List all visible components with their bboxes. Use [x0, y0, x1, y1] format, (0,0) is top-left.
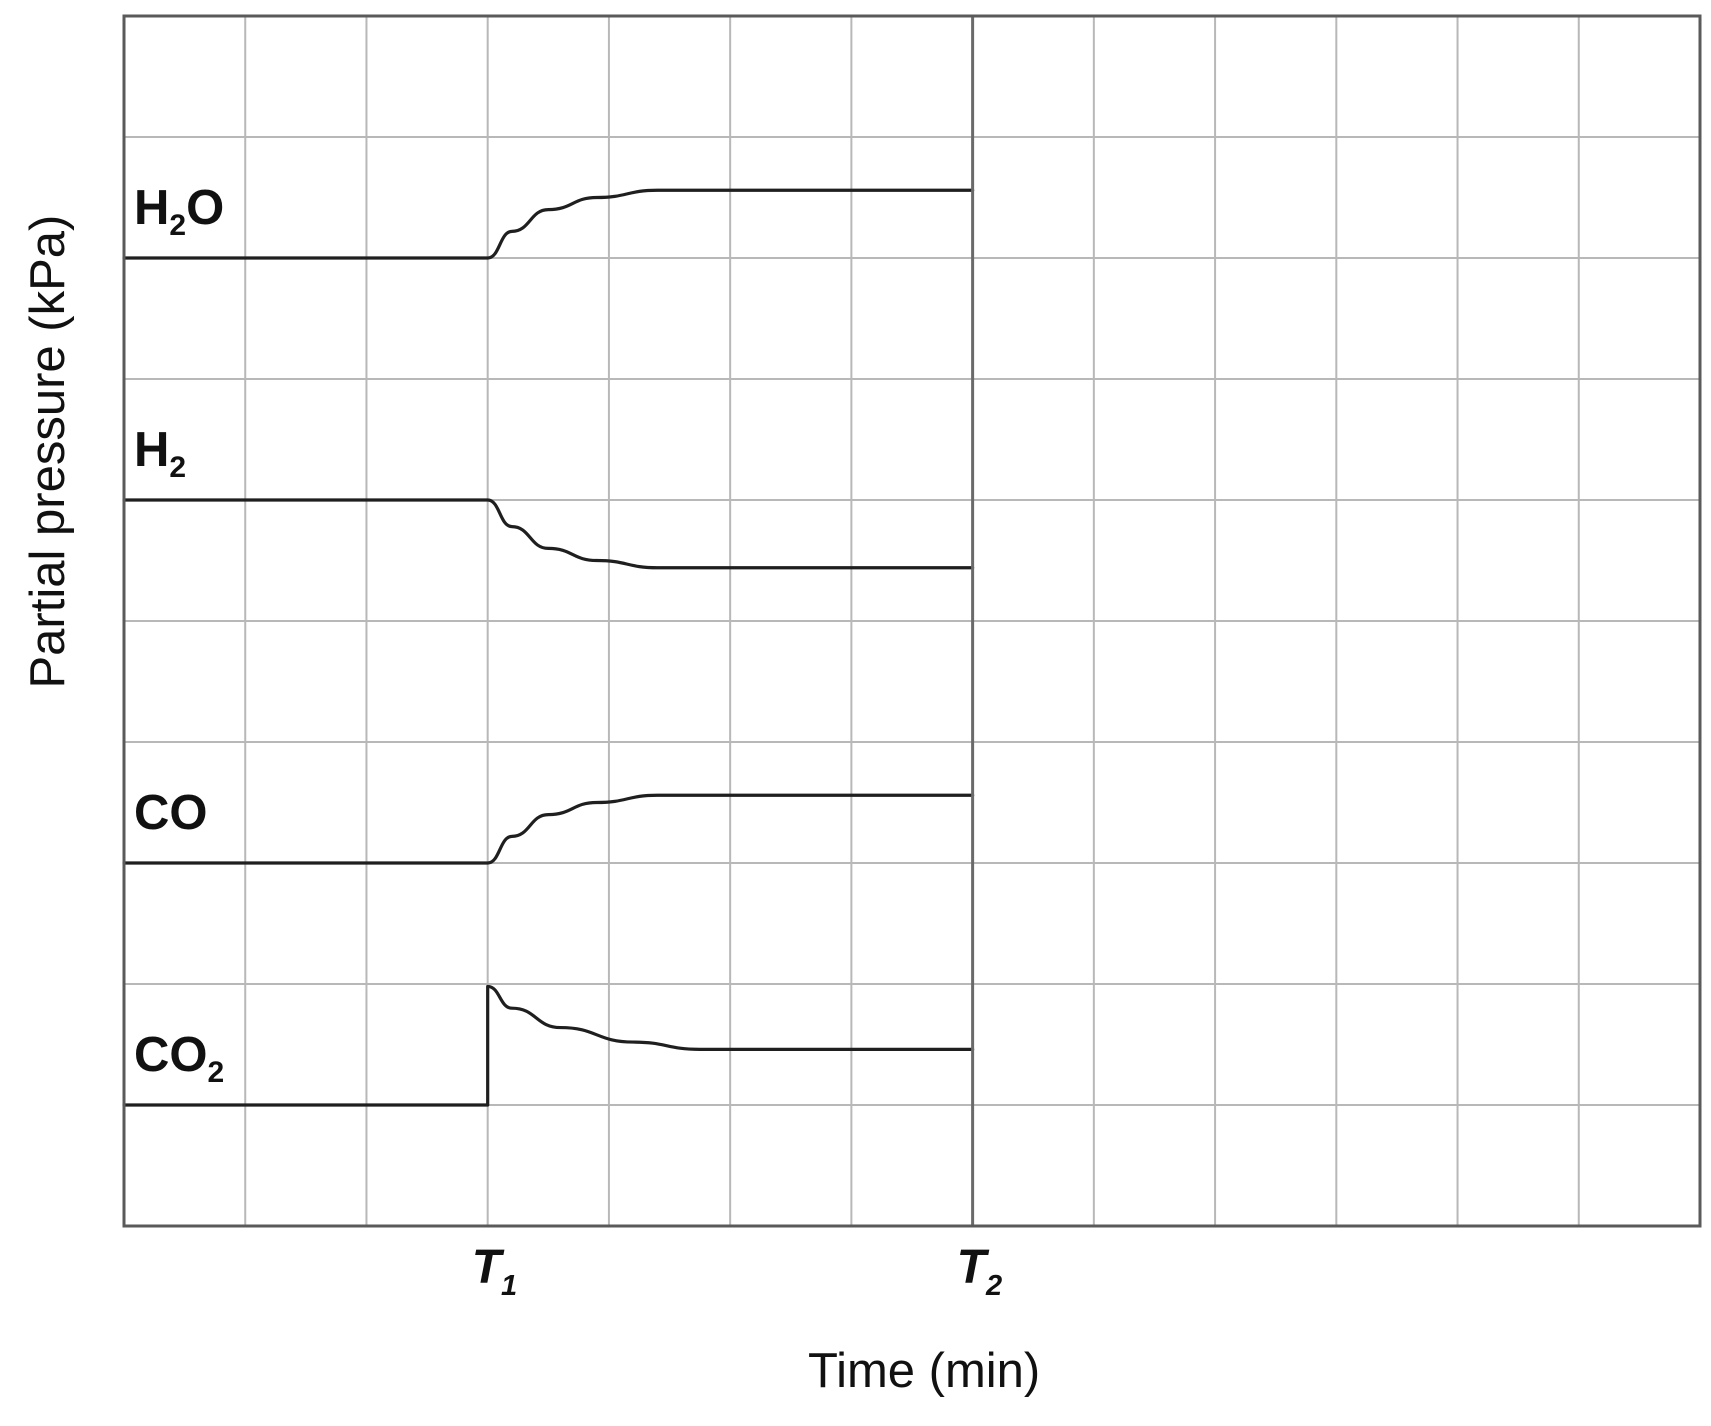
series-line-h2o: [122, 188, 975, 260]
chart-series-group: [122, 188, 975, 1107]
series-label: CO: [134, 786, 208, 840]
plot-frame: [122, 14, 1702, 1228]
series-label: H2: [134, 423, 186, 484]
chart-grid: [124, 16, 1700, 1226]
series-line-co: [122, 793, 975, 865]
x-tick-label: T1: [472, 1241, 517, 1302]
series-label: CO2: [134, 1028, 224, 1089]
series-label: H2O: [134, 181, 224, 242]
series-labels: H2O H2 CO CO2: [134, 181, 224, 1089]
series-line-co2: [122, 984, 975, 1107]
x-tick-label: T2: [957, 1241, 1002, 1302]
y-axis-title: Partial pressure (kPa): [21, 215, 75, 689]
series-line-h2: [122, 498, 975, 570]
x-axis-title: Time (min): [808, 1344, 1040, 1398]
x-tick-labels: T1 T2: [472, 1241, 1002, 1302]
